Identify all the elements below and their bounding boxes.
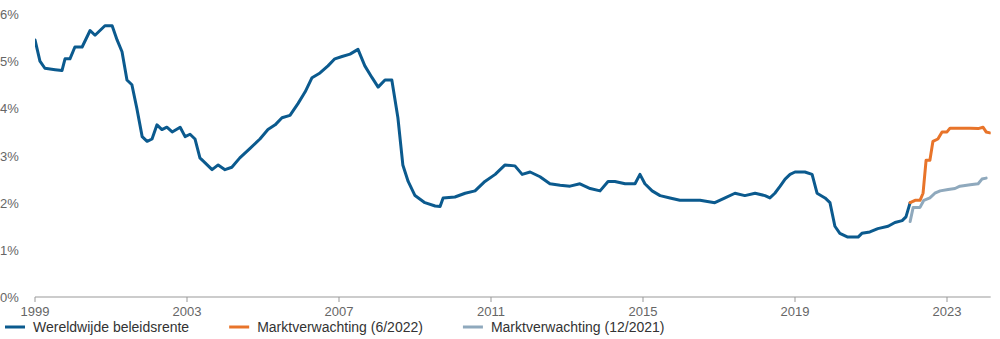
x-tick-label: 2007: [325, 304, 354, 319]
x-tick: [35, 297, 36, 302]
x-tick: [947, 297, 948, 302]
legend-label: Wereldwijde beleidsrente: [33, 319, 189, 335]
series-group: [35, 26, 990, 237]
y-tick-label: 6%: [0, 7, 19, 22]
x-tick: [643, 297, 644, 302]
series-line: [910, 127, 990, 202]
legend-swatch: [463, 326, 483, 329]
y-tick-label: 5%: [0, 54, 19, 69]
x-tick-label: 2015: [629, 304, 658, 319]
x-tick-label: 2023: [933, 304, 962, 319]
x-tick: [491, 297, 492, 302]
legend-label: Marktverwachting (6/2022): [257, 319, 423, 335]
x-tick-label: 1999: [21, 304, 50, 319]
x-tick-label: 2003: [173, 304, 202, 319]
y-tick-label: 1%: [0, 243, 19, 258]
y-tick-label: 3%: [0, 149, 19, 164]
y-tick-label: 0%: [0, 290, 19, 305]
legend-swatch: [229, 326, 249, 329]
x-tick: [187, 297, 188, 302]
legend-label: Marktverwachting (12/2021): [491, 319, 665, 335]
y-tick-label: 2%: [0, 196, 19, 211]
x-tick: [795, 297, 796, 302]
x-tick-label: 2019: [781, 304, 810, 319]
legend-swatch: [5, 326, 25, 329]
x-tick: [339, 297, 340, 302]
chart: 0% 1% 2% 3% 4% 5% 6% 1999 2003 2007 2011 2015 2019 20…: [0, 0, 1000, 339]
y-tick-label: 4%: [0, 101, 19, 116]
series-line: [910, 178, 986, 221]
series-line: [35, 26, 910, 237]
x-axis-line: [35, 297, 991, 298]
x-tick-label: 2011: [477, 304, 505, 319]
